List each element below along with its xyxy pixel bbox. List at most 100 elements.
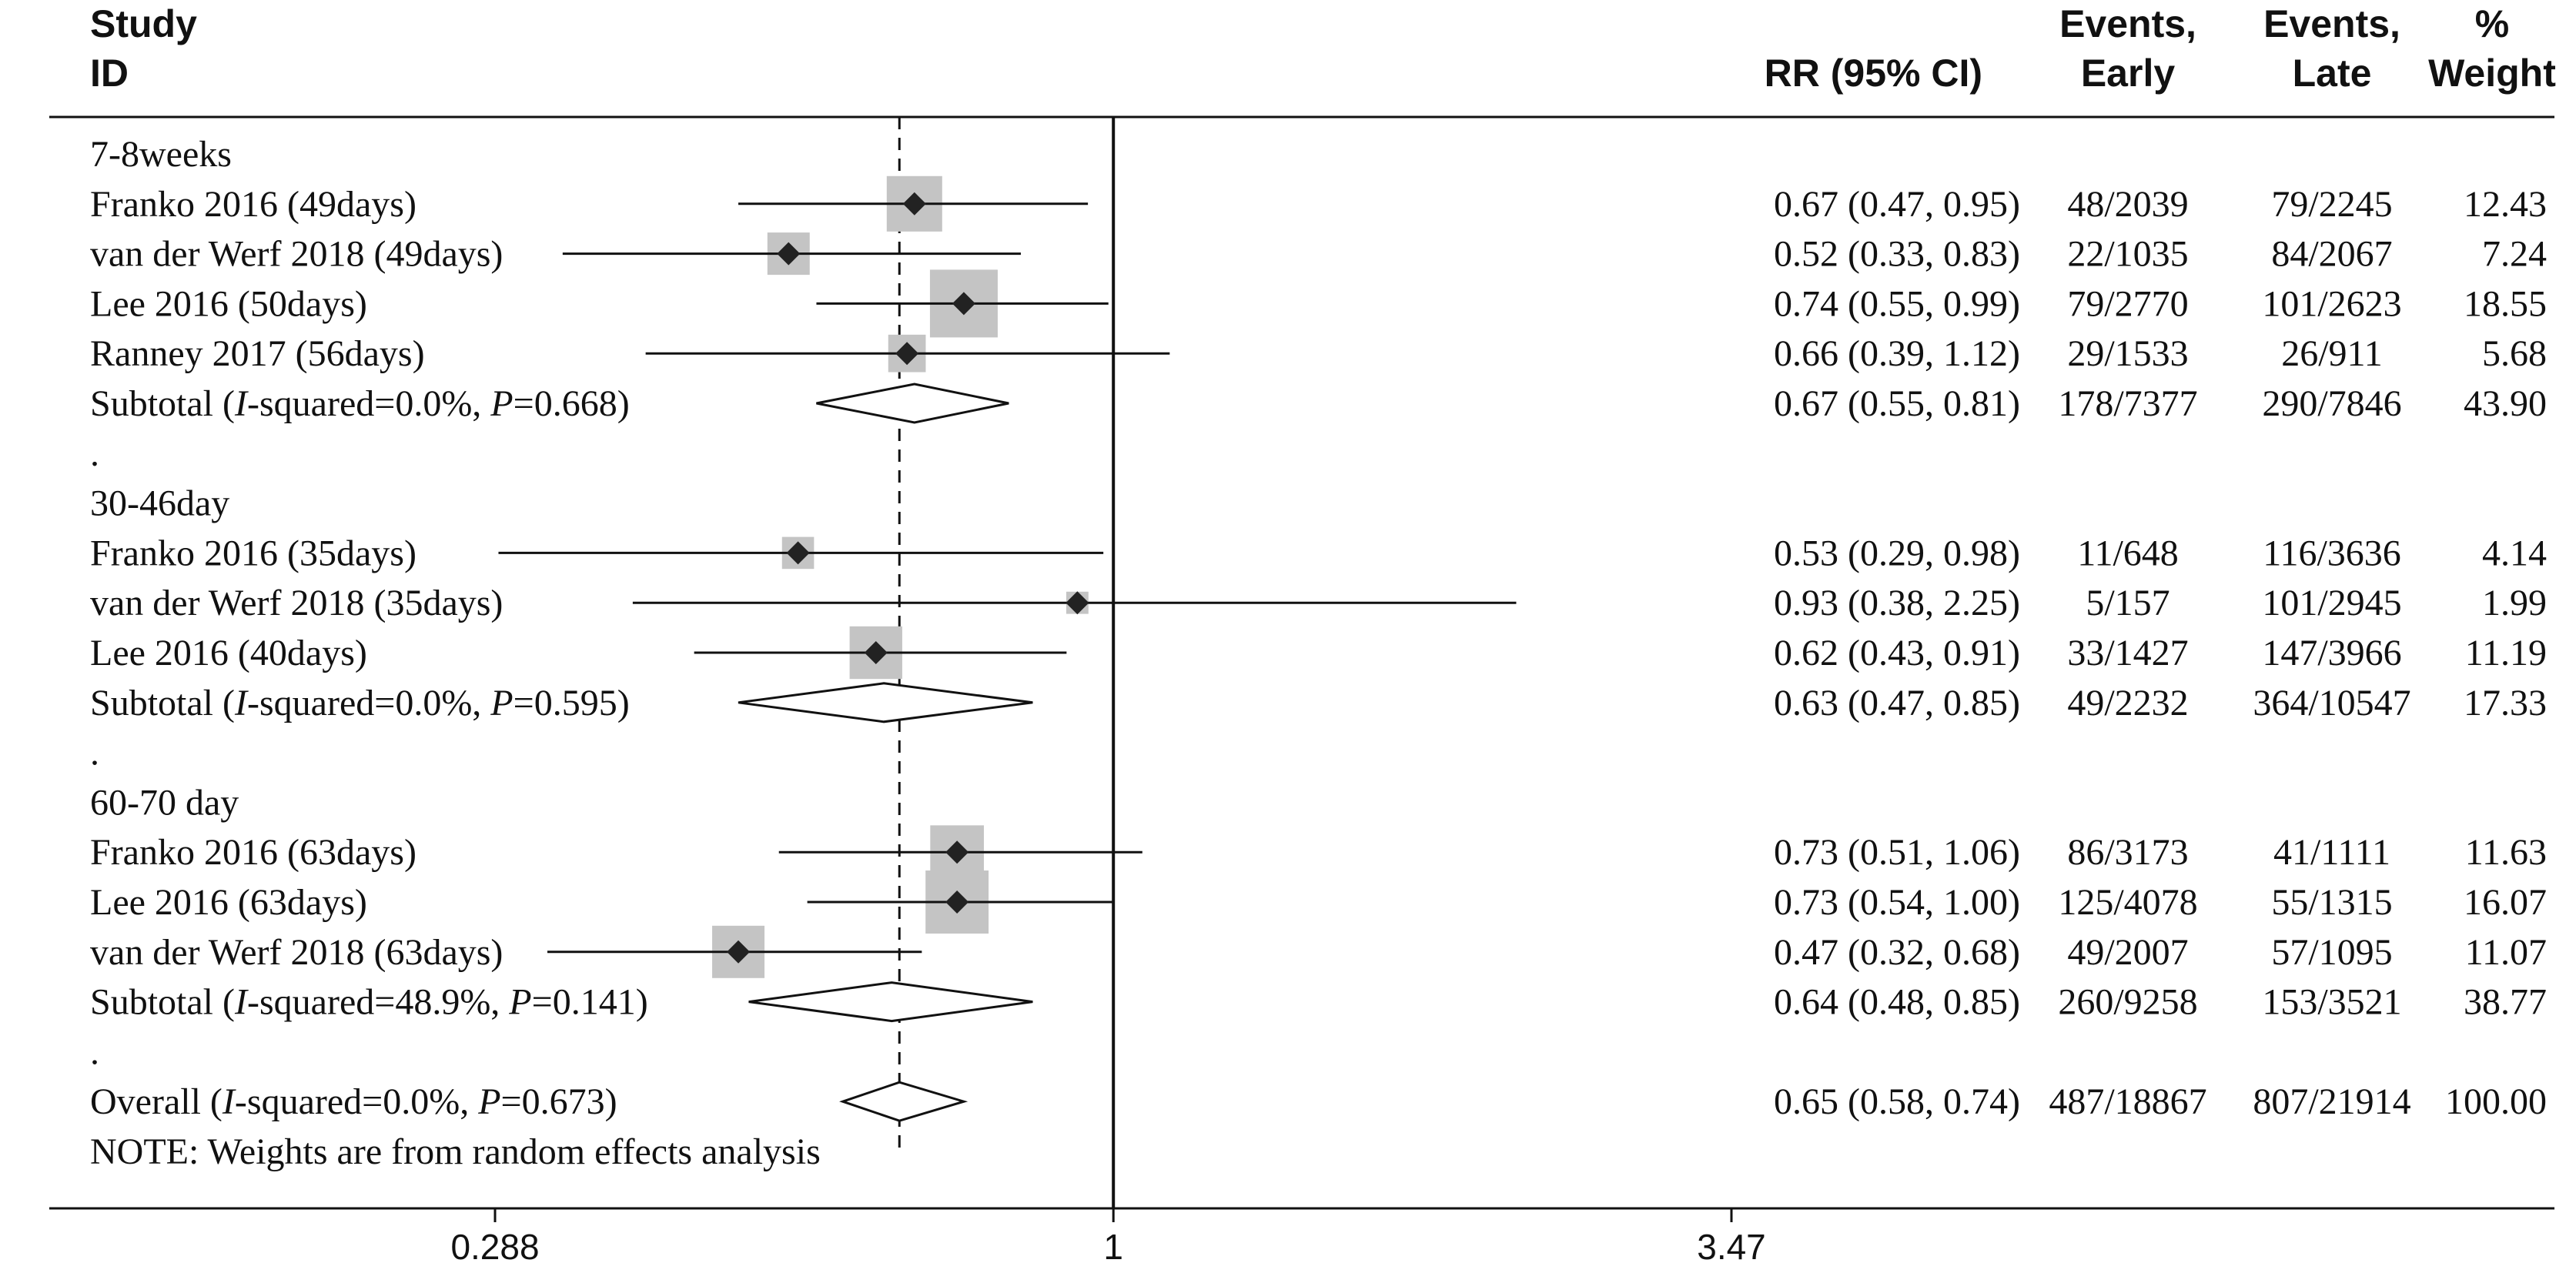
rr-ci-value: 0.65 (0.58, 0.74) [1774, 1081, 2020, 1122]
subtotal-label: Subtotal (I-squared=48.9%, P=0.141) [90, 982, 648, 1023]
study-label: Franko 2016 (49days) [90, 184, 417, 225]
events-early-value: 86/3173 [2067, 832, 2188, 873]
rr-ci-value: 0.62 (0.43, 0.91) [1774, 633, 2020, 673]
weight-value: 5.68 [2482, 333, 2547, 374]
x-axis-ticks: 0.288 1 3.47 [450, 1208, 1766, 1267]
events-late-value: 26/911 [2281, 333, 2383, 374]
point-estimate-marker [945, 840, 969, 864]
events-late-value: 290/7846 [2262, 383, 2401, 424]
rr-ci-value: 0.67 (0.47, 0.95) [1774, 184, 2020, 225]
header-events-early-1: Events, [2059, 2, 2196, 45]
events-late-value: 84/2067 [2271, 234, 2392, 275]
subtotal-diamond [738, 682, 1033, 723]
events-early-value: 29/1533 [2067, 333, 2188, 374]
events-late-value: 57/1095 [2271, 932, 2392, 973]
events-late-value: 101/2623 [2262, 283, 2401, 324]
events-late-value: 116/3636 [2263, 533, 2401, 573]
rr-ci-value: 0.64 (0.48, 0.85) [1774, 982, 2020, 1023]
study-label: van der Werf 2018 (63days) [90, 932, 503, 973]
study-label: Franko 2016 (35days) [90, 533, 417, 573]
separator-dot: . [90, 733, 99, 773]
rr-ci-value: 0.74 (0.55, 0.99) [1774, 283, 2020, 324]
subgroup-heading: 7-8weeks [90, 134, 232, 175]
events-early-value: 49/2232 [2067, 683, 2188, 723]
events-early-value: 260/9258 [2058, 982, 2197, 1023]
header-events-late-2: Late [2293, 52, 2372, 95]
study-label: Ranney 2017 (56days) [90, 333, 425, 374]
weight-value: 11.07 [2465, 932, 2547, 973]
events-early-value: 5/157 [2086, 583, 2170, 623]
weight-value: 4.14 [2482, 533, 2547, 573]
rr-ci-value: 0.67 (0.55, 0.81) [1774, 383, 2020, 424]
events-early-value: 125/4078 [2058, 882, 2197, 923]
point-estimate-marker [777, 242, 801, 266]
subtotal-diamond [816, 383, 1009, 424]
events-early-value: 22/1035 [2067, 234, 2188, 275]
events-late-value: 55/1315 [2271, 882, 2392, 923]
subtotal-label: Subtotal (I-squared=0.0%, P=0.668) [90, 383, 630, 424]
overall-label: Overall (I-squared=0.0%, P=0.673) [90, 1081, 617, 1122]
weight-value: 18.55 [2464, 283, 2547, 324]
rr-ci-value: 0.52 (0.33, 0.83) [1774, 234, 2020, 275]
subtotal-diamond [748, 981, 1033, 1023]
events-late-value: 807/21914 [2253, 1081, 2410, 1122]
separator-dot: . [90, 1031, 99, 1072]
study-label: Lee 2016 (40days) [90, 633, 367, 673]
overall-diamond [839, 1081, 969, 1122]
rr-ci-value: 0.93 (0.38, 2.25) [1774, 583, 2020, 623]
weight-value: 1.99 [2482, 583, 2547, 623]
study-label: Lee 2016 (50days) [90, 283, 367, 324]
weight-value: 38.77 [2464, 982, 2547, 1023]
weight-value: 43.90 [2464, 383, 2547, 424]
events-late-value: 101/2945 [2262, 583, 2401, 623]
rr-ci-value: 0.73 (0.54, 1.00) [1774, 882, 2020, 923]
header-study: Study [90, 2, 197, 45]
x-tick-label: 0.288 [450, 1227, 539, 1267]
events-late-value: 41/1111 [2273, 832, 2390, 873]
column-headers: Study ID RR (95% CI) Events, Early Event… [90, 2, 2556, 95]
weight-value: 11.63 [2465, 832, 2547, 873]
weight-value: 12.43 [2464, 184, 2547, 225]
weight-value: 17.33 [2464, 683, 2547, 723]
events-late-value: 364/10547 [2253, 683, 2410, 723]
events-early-value: 33/1427 [2067, 633, 2188, 673]
events-late-value: 153/3521 [2262, 982, 2401, 1023]
events-late-value: 79/2245 [2271, 184, 2392, 225]
weight-value: 7.24 [2482, 234, 2547, 275]
events-early-value: 487/18867 [2049, 1081, 2206, 1122]
x-tick-label: 1 [1103, 1227, 1123, 1267]
study-label: van der Werf 2018 (35days) [90, 583, 503, 623]
weight-value: 11.19 [2465, 633, 2547, 673]
events-early-value: 11/648 [2077, 533, 2179, 573]
point-estimate-marker [727, 940, 751, 964]
study-label: Lee 2016 (63days) [90, 882, 367, 923]
subgroup-heading: 60-70 day [90, 782, 239, 823]
header-id: ID [90, 52, 129, 95]
rr-ci-value: 0.63 (0.47, 0.85) [1774, 683, 2020, 723]
header-events-late-1: Events, [2263, 2, 2400, 45]
subgroup-heading: 30-46day [90, 483, 229, 524]
x-tick-label: 3.47 [1697, 1227, 1766, 1267]
point-estimate-marker [1066, 591, 1089, 615]
events-early-value: 178/7377 [2058, 383, 2197, 424]
events-early-value: 79/2770 [2067, 283, 2188, 324]
point-estimate-marker [786, 541, 810, 565]
weight-value: 100.00 [2445, 1081, 2547, 1122]
rr-ci-value: 0.47 (0.32, 0.68) [1774, 932, 2020, 973]
header-rr: RR (95% CI) [1765, 52, 1982, 95]
header-weight-2: Weight [2428, 52, 2556, 95]
study-label: Franko 2016 (63days) [90, 832, 417, 873]
point-estimate-marker [952, 292, 975, 316]
point-estimate-marker [864, 641, 888, 664]
header-events-early-2: Early [2081, 52, 2176, 95]
separator-dot: . [90, 433, 99, 474]
weight-value: 16.07 [2464, 882, 2547, 923]
events-early-value: 49/2007 [2067, 932, 2188, 973]
rr-ci-value: 0.53 (0.29, 0.98) [1774, 533, 2020, 573]
plot-body: 7-8weeks Franko 2016 (49days) 0.67 (0.47, … [90, 117, 2547, 1208]
rr-ci-value: 0.66 (0.39, 1.12) [1774, 333, 2020, 374]
point-estimate-marker [945, 890, 969, 914]
weights-note: NOTE: Weights are from random effects an… [90, 1131, 821, 1172]
rr-ci-value: 0.73 (0.51, 1.06) [1774, 832, 2020, 873]
